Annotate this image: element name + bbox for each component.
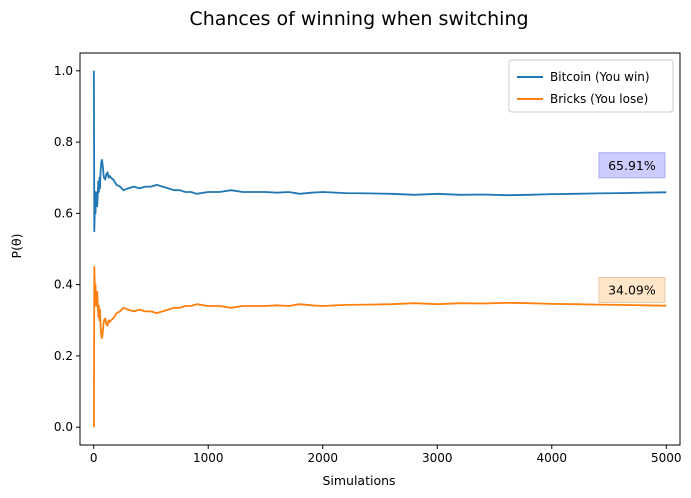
x-tick-label: 4000 xyxy=(536,451,567,465)
x-tick-label: 2000 xyxy=(307,451,338,465)
y-axis-label: P(θ) xyxy=(9,234,24,259)
x-tick-label: 0 xyxy=(90,451,98,465)
y-tick-label: 0.6 xyxy=(54,206,73,220)
x-tick-label: 3000 xyxy=(422,451,453,465)
y-tick-label: 0.2 xyxy=(54,349,73,363)
x-axis-label: Simulations xyxy=(322,473,395,488)
y-tick-label: 0.0 xyxy=(54,420,73,434)
annotation-label-1: 65.91% xyxy=(608,158,656,173)
annotation-box-2 xyxy=(598,276,666,303)
legend-label-1: Bitcoin (You win) xyxy=(550,70,650,84)
y-tick-label: 0.8 xyxy=(54,135,73,149)
legend-box xyxy=(508,59,674,113)
x-tick-label: 5000 xyxy=(651,451,682,465)
series-line-1 xyxy=(93,70,667,233)
series-line-2 xyxy=(93,265,667,428)
plot-area: 0 1000 2000 3000 4000 5000 0.0 0.2 0.4 0.6 0.8 1.0 6… xyxy=(54,52,682,465)
annotation-box-1 xyxy=(598,152,666,179)
axes-frame xyxy=(79,52,681,446)
chart-title: Chances of winning when switching xyxy=(189,8,528,30)
y-tick-label: 1.0 xyxy=(54,64,73,78)
y-tick-label: 0.4 xyxy=(54,278,73,292)
annotation-label-2: 34.09% xyxy=(608,282,656,297)
x-tick-label: 1000 xyxy=(193,451,224,465)
legend-label-2: Bricks (You lose) xyxy=(550,92,648,106)
